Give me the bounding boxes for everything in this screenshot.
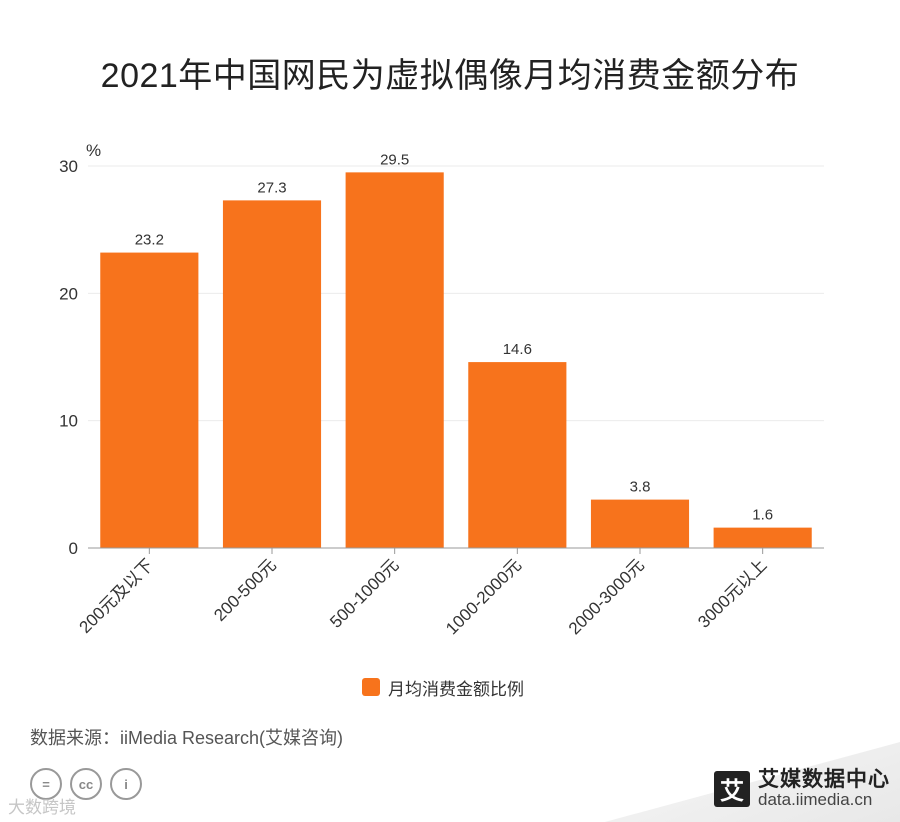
data-label: 27.3 [257,179,286,196]
bar-chart: 23.2 27.3 29.5 14.6 3.8 1.6 0 10 20 30% 200元及以下 20… [59,141,824,638]
chart-legend[interactable]: 月均消费金额比例 [362,676,524,699]
x-tick-label: 3000元以上 [694,555,770,631]
x-tick-label: 1000-2000元 [442,555,525,638]
brand-block[interactable]: 艾 艾媒数据中心 data.iimedia.cn [714,768,890,810]
data-label: 29.5 [380,151,409,168]
legend-label: 月均消费金额比例 [388,679,524,699]
y-axis-unit: % [86,141,101,160]
license-icons: = cc i [30,768,142,800]
bar [222,200,322,548]
brand-url: data.iimedia.cn [758,790,873,810]
by-icon: i [110,768,142,800]
y-tick-label: 20 [59,284,78,303]
brand-logo-icon: 艾 [714,770,750,807]
x-tick-label: 200-500元 [210,555,280,625]
bar [100,252,199,548]
data-label: 23.2 [135,232,164,249]
bar [713,527,812,548]
chart-title: 2021年中国网民为虚拟偶像月均消费金额分布 [100,57,800,95]
data-label: 3.8 [630,479,651,496]
y-tick-label: 0 [69,539,78,558]
watermark: 大数跨境 [8,798,76,817]
data-label: 1.6 [752,507,773,524]
brand-name: 艾媒数据中心 [758,768,890,791]
cc-icon: cc [70,768,102,800]
nd-icon: = [30,768,62,800]
y-tick-label: 30 [59,157,78,176]
y-tick-label: 10 [59,412,78,431]
x-tick-label: 500-1000元 [326,555,402,631]
x-tick-label: 2000-3000元 [565,555,648,638]
legend-swatch [362,678,380,696]
bar [468,362,567,548]
x-tick-label: 200元及以下 [76,555,158,637]
data-source: 数据来源：iiMedia Research(艾媒咨询) [30,728,344,748]
data-label: 14.6 [503,341,532,358]
bar [590,499,690,548]
bar [345,172,444,548]
